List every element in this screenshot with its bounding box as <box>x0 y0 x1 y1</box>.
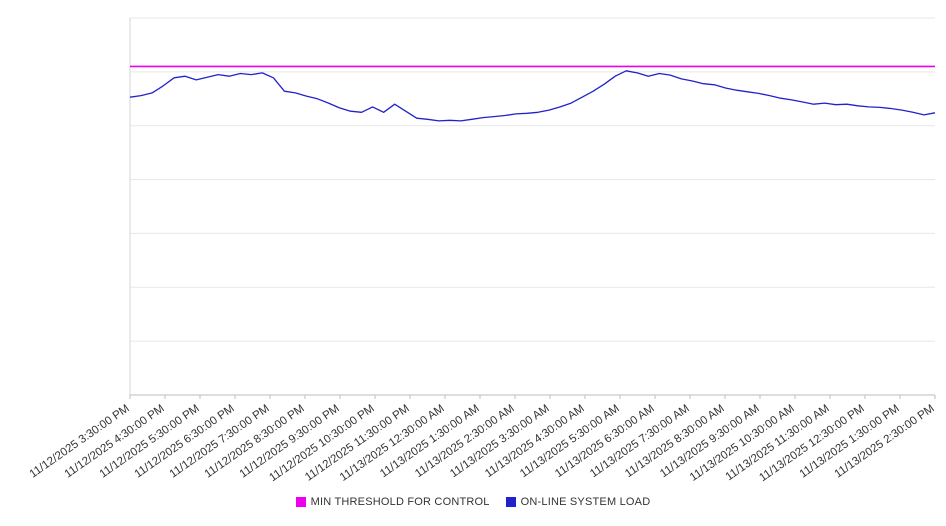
legend-item-system-load[interactable]: ON-LINE SYSTEM LOAD <box>505 496 651 508</box>
legend-label-system-load: ON-LINE SYSTEM LOAD <box>520 496 651 508</box>
system-load-swatch-icon <box>505 497 516 507</box>
min-threshold-swatch-icon <box>295 497 306 507</box>
legend-label-min-threshold: MIN THRESHOLD FOR CONTROL <box>310 496 490 508</box>
system-load-line <box>129 70 936 122</box>
legend-item-min-threshold[interactable]: MIN THRESHOLD FOR CONTROL <box>295 496 490 508</box>
chart-legend: MIN THRESHOLD FOR CONTROL ON-LINE SYSTEM… <box>0 496 946 508</box>
